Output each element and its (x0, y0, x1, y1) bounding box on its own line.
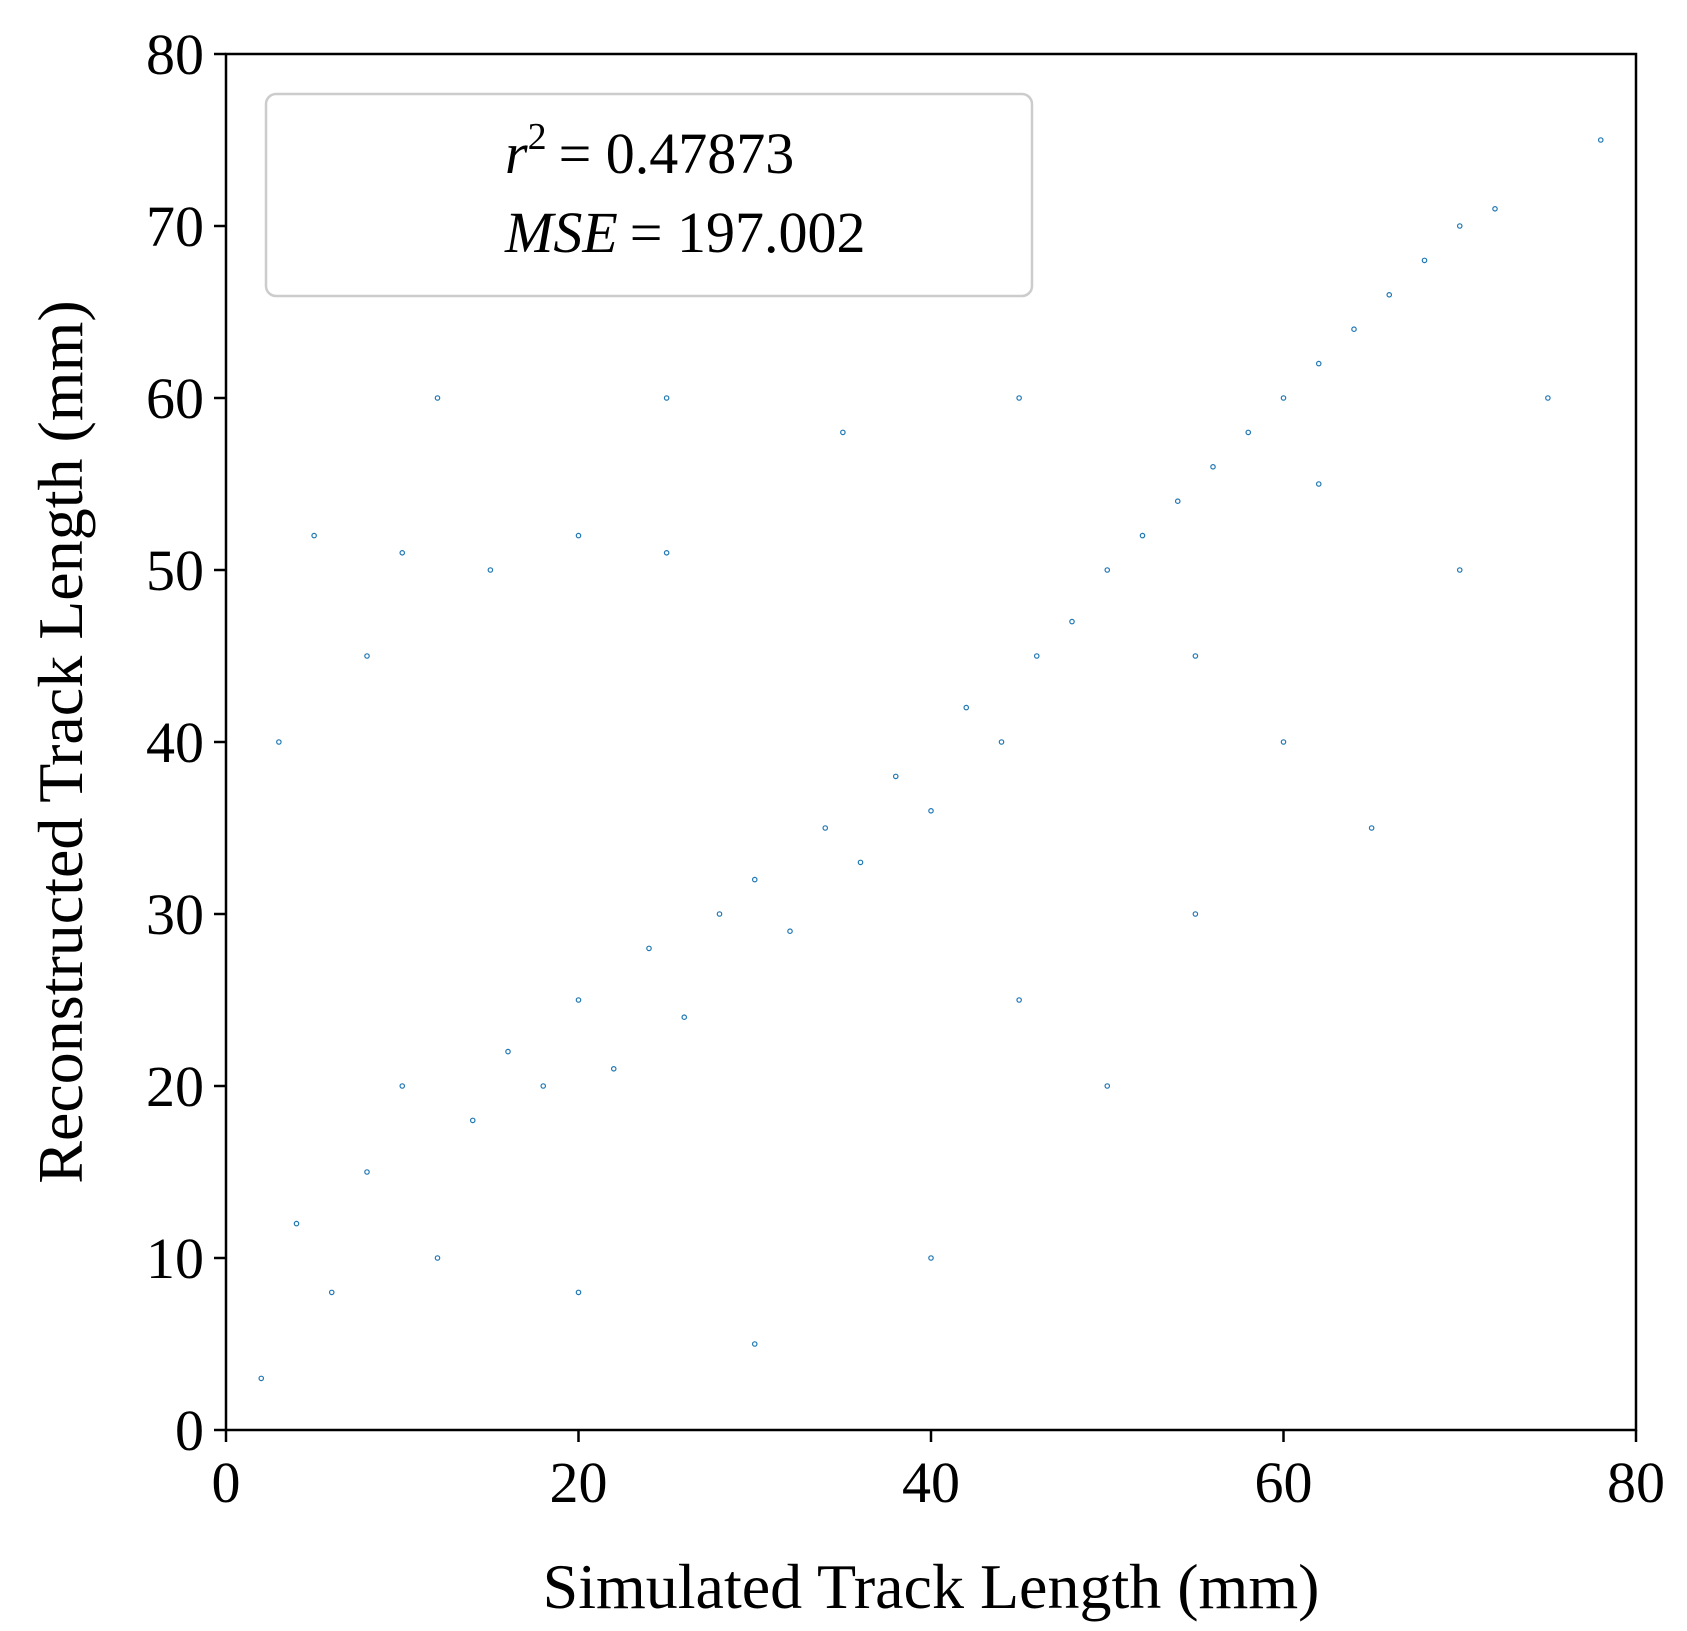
scatter-points (258, 137, 1604, 1382)
scatter-point (928, 1255, 934, 1261)
scatter-point (1139, 532, 1146, 539)
r2-exponent: 2 (528, 116, 547, 158)
scatter-point (928, 807, 934, 814)
scatter-point (1016, 997, 1022, 1003)
y-tick-label: 80 (146, 22, 204, 87)
scatter-point (487, 567, 494, 573)
scatter-point (840, 429, 846, 436)
stats-legend: r2 = 0.47873 MSE = 197.002 (264, 92, 1034, 298)
scatter-point (1456, 567, 1463, 573)
scatter-point (1545, 395, 1551, 401)
scatter-point (663, 549, 670, 556)
scatter-point (1368, 825, 1375, 831)
scatter-point (1280, 739, 1287, 745)
y-tick-label: 50 (146, 538, 204, 603)
scatter-point (857, 859, 864, 866)
scatter-point (998, 739, 1005, 745)
scatter-point (610, 1066, 617, 1072)
scatter-point (364, 653, 370, 659)
scatter-point (1192, 653, 1199, 659)
scatter-point (663, 395, 670, 401)
scatter-point (1351, 326, 1357, 333)
x-axis: 0 20 40 60 80 (212, 1430, 1665, 1515)
y-tick-label: 70 (146, 194, 204, 259)
scatter-point (1069, 618, 1075, 625)
mse-symbol: MSE (504, 200, 618, 265)
x-tick-label: 80 (1607, 1450, 1665, 1515)
scatter-point (1386, 291, 1393, 298)
scatter-point (505, 1048, 511, 1055)
scatter-point (646, 945, 652, 952)
scatter-point (1315, 360, 1322, 367)
scatter-point (311, 532, 317, 539)
scatter-point (963, 704, 970, 711)
y-tick-label: 10 (146, 1226, 204, 1291)
scatter-point (399, 1083, 406, 1089)
scatter-point (681, 1014, 688, 1021)
scatter-point (328, 1289, 335, 1296)
y-axis: 0 10 20 30 40 50 60 70 80 (146, 22, 226, 1463)
x-tick-label: 0 (212, 1450, 241, 1515)
scatter-point (575, 532, 582, 539)
r2-value: = 0.47873 (559, 121, 795, 186)
scatter-point (1421, 257, 1428, 264)
y-tick-label: 60 (146, 366, 204, 431)
scatter-point (751, 1341, 758, 1347)
y-tick-label: 20 (146, 1054, 204, 1119)
scatter-point (1456, 223, 1463, 229)
legend-box (264, 92, 1034, 298)
r2-symbol: r (505, 121, 528, 186)
scatter-point (787, 928, 793, 935)
scatter-point (751, 876, 758, 883)
y-axis-label: Reconstructed Track Length (mm) (25, 300, 96, 1183)
scatter-point (1192, 911, 1199, 917)
scatter-point (892, 773, 899, 780)
scatter-point (716, 911, 723, 917)
scatter-point (399, 549, 406, 556)
y-tick-label: 0 (175, 1398, 204, 1463)
scatter-point (1104, 567, 1111, 573)
scatter-point (1597, 137, 1604, 143)
scatter-point (434, 1255, 441, 1261)
scatter-point (1016, 395, 1022, 401)
mse-annotation: MSE = 197.002 (504, 200, 865, 265)
scatter-point (293, 1220, 300, 1227)
y-tick-label: 40 (146, 710, 204, 775)
scatter-point (364, 1169, 370, 1175)
mse-value: = 197.002 (630, 200, 866, 265)
scatter-point (1492, 206, 1498, 212)
scatter-point (276, 739, 282, 745)
scatter-point (434, 395, 441, 401)
scatter-point (1280, 395, 1287, 401)
x-tick-label: 20 (550, 1450, 608, 1515)
scatter-point (1245, 429, 1252, 436)
y-tick-label: 30 (146, 882, 204, 947)
scatter-point (258, 1375, 265, 1382)
scatter-point (822, 825, 829, 831)
r2-annotation: r2 = 0.47873 (505, 116, 794, 186)
x-tick-label: 40 (902, 1450, 960, 1515)
scatter-point (540, 1083, 547, 1089)
scatter-point (1174, 498, 1181, 505)
scatter-point (575, 997, 582, 1003)
scatter-point (1033, 653, 1040, 659)
x-axis-label: Simulated Track Length (mm) (543, 1551, 1320, 1622)
scatter-point (469, 1117, 476, 1124)
scatter-point (1104, 1083, 1111, 1089)
scatter-point (1210, 463, 1216, 470)
scatter-point (575, 1289, 582, 1296)
scatter-point (1315, 481, 1322, 487)
x-tick-label: 60 (1255, 1450, 1313, 1515)
